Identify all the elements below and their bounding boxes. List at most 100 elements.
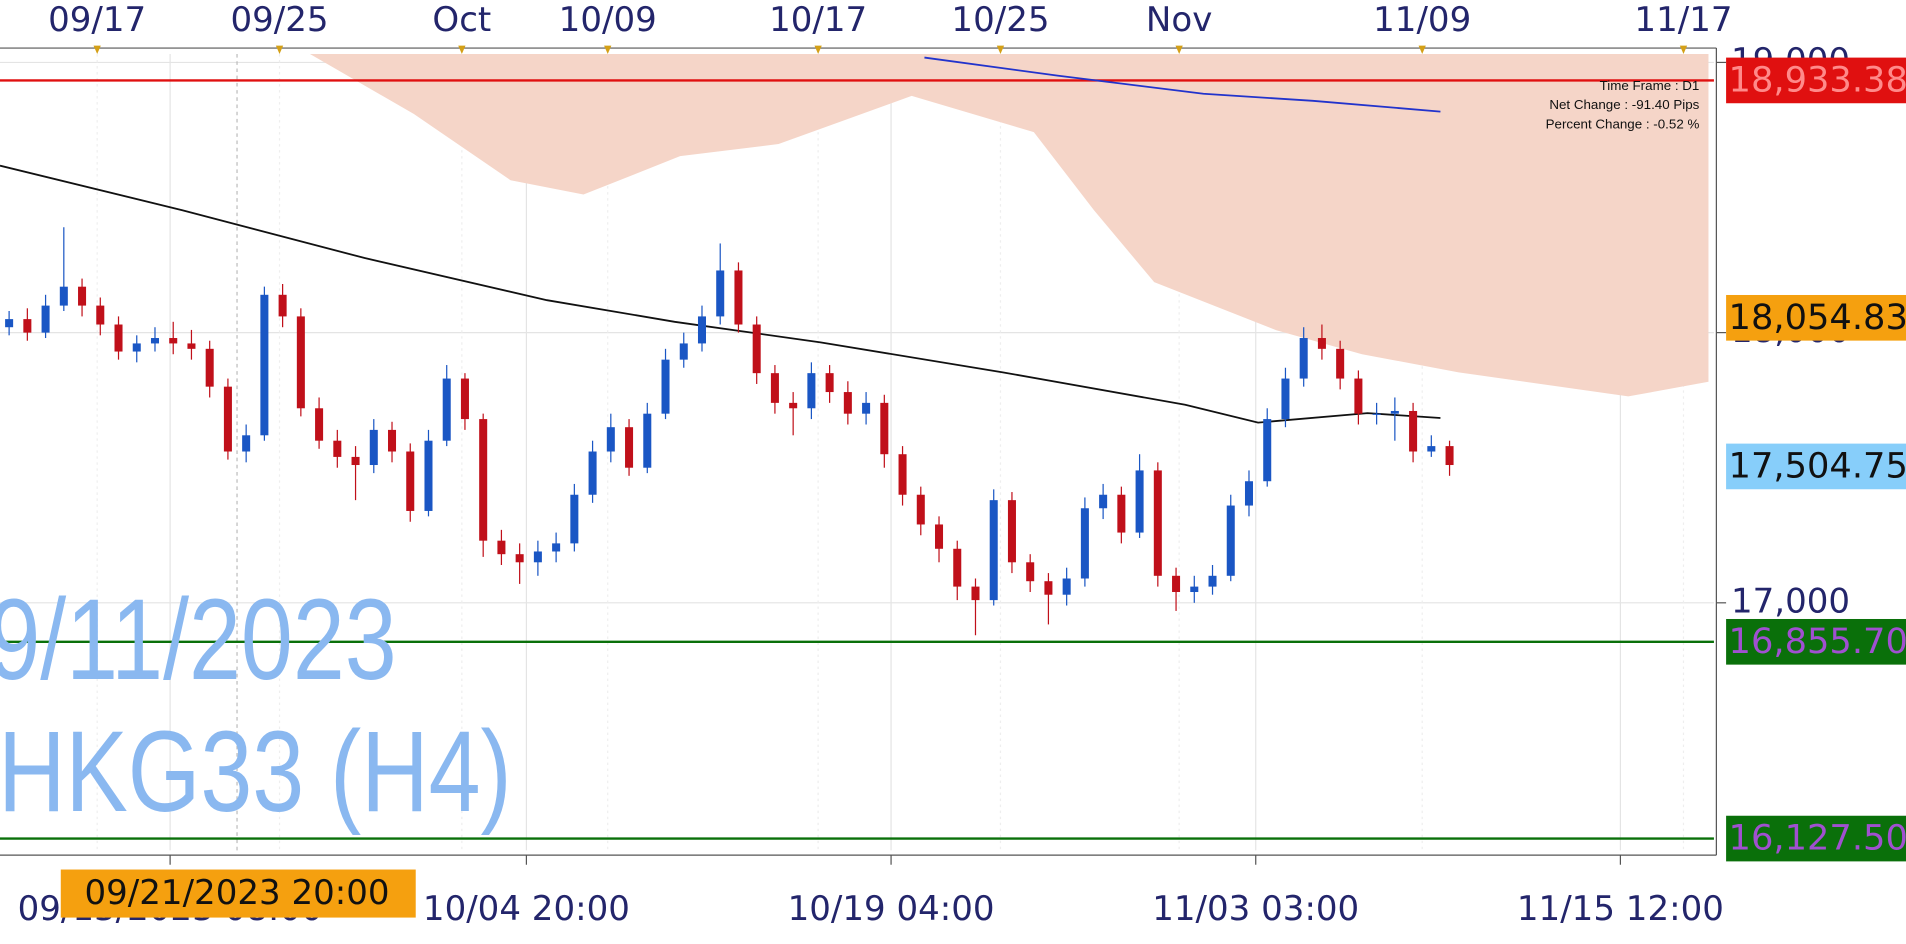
candle-body [570,494,579,544]
crosshair-tag [60,869,416,918]
crosshair-tag-label: 09/21/2023 20:00 [85,873,390,912]
top-tick-label: Oct [432,0,491,39]
price-tag [1726,618,1906,665]
top-tick-marker [1175,45,1183,55]
candle-body [1244,481,1254,506]
top-tick-marker [1679,45,1688,55]
moving-average-line [0,164,1441,424]
price-tag [1726,57,1906,104]
top-tick-label: Nov [1146,0,1212,39]
candle-body [643,413,652,468]
candle-body [169,338,178,344]
candle-body [78,286,87,306]
top-tick-label: 09/25 [230,0,328,39]
candle-body [515,554,524,563]
x-tick-label: 11/15 12:00 [1517,889,1724,928]
info-text: Percent Change : -0.52 % [1546,116,1700,131]
candle-body [1226,505,1235,576]
candle-body [789,402,798,409]
top-tick-marker [814,45,822,55]
candle-body [369,429,378,466]
candle-body [223,386,232,452]
candle-body [59,286,68,306]
price-tag-label: 18,933.38 [1729,60,1906,101]
candle-body [807,373,816,409]
candle-body [1263,419,1272,482]
candle-body [5,319,14,328]
candle-body [935,524,944,549]
candle-body [1317,338,1326,349]
top-tick-marker [93,45,101,55]
candle-body [406,451,415,511]
info-text: Time Frame : D1 [1600,78,1700,93]
candle-body [460,378,469,420]
date-stamp: 9/11/2023 [0,576,397,705]
candle-body [825,373,834,393]
price-tag [1726,815,1906,862]
candle-body [1390,410,1399,414]
candle-body [533,551,542,563]
info-text: Net Change : -91.40 Pips [1549,97,1699,112]
candle-body [1099,494,1108,509]
candle-body [989,500,998,601]
candle-body [1190,586,1199,593]
chart-title: HKG33 (H4) [0,708,512,837]
watermark: 9/11/2023 HKG33 (H4) [0,576,512,837]
candle-body [916,494,925,525]
candle-body [1062,578,1071,595]
top-tick-marker [604,45,612,55]
cloud-area [309,54,1709,397]
price-tag-label: 17,504.75 [1729,446,1906,487]
candle-body [242,435,251,452]
candle-body [770,373,779,403]
candle-body [606,427,615,452]
candle-body [1372,413,1381,415]
candle-body [1281,378,1290,420]
candle-body [843,392,852,414]
candle-body [1135,470,1144,533]
candle-body [898,454,907,495]
top-tick-marker [275,45,284,55]
moving-average-line [924,56,1441,113]
candle-body [260,294,269,436]
candle-body [625,427,634,468]
candle-body [1299,338,1308,379]
candle-body [1044,581,1053,595]
candle-body [588,451,597,495]
candle-body [351,456,360,466]
candle-body [442,378,451,441]
candle-body [187,343,196,349]
top-tick-label: 10/25 [951,0,1049,39]
candle-body [114,324,123,352]
candle-body [1336,348,1345,379]
candle-body [880,402,889,455]
candle-body [132,343,141,352]
candle-body [697,316,706,344]
candle-body [333,440,342,457]
candle-body [278,294,287,317]
candle-body [661,359,670,414]
price-tag-label: 18,054.83 [1729,297,1906,338]
plot-layer [0,54,1714,851]
price-tag-label: 16,855.70 [1729,621,1906,662]
top-tick-marker [458,45,466,55]
candle-body [424,440,433,511]
candle-body [971,586,980,601]
candle-body [716,270,725,317]
candle-body [41,305,50,333]
top-tick-label: 10/09 [559,0,657,39]
candle-body [1208,575,1217,587]
candle-body [479,419,488,541]
candle-body [1117,494,1126,533]
candle-body [497,540,506,555]
y-tick-label: 17,000 [1731,581,1850,620]
candle-body [1007,500,1016,563]
candle-body [1080,508,1089,579]
x-tick-label: 11/03 03:00 [1152,889,1359,928]
price-tag [1726,294,1906,341]
top-tick-label: 11/17 [1634,0,1732,39]
candle-body [388,429,397,452]
candle-body [205,348,214,387]
top-tick-label: 09/17 [48,0,146,39]
